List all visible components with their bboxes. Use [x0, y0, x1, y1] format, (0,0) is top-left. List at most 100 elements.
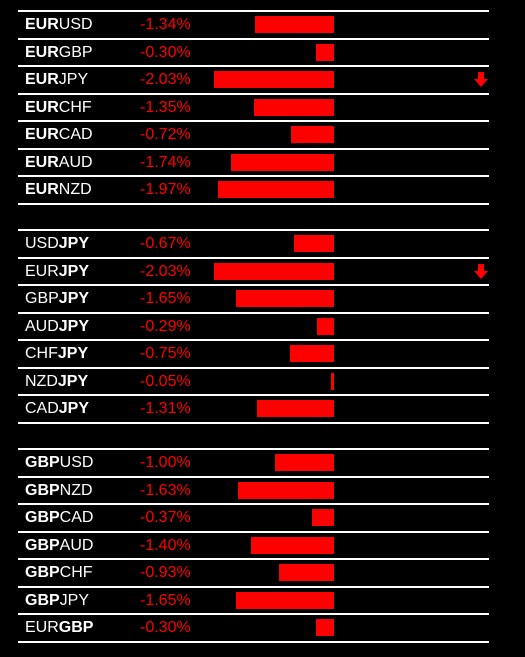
- change-bar: [291, 126, 334, 143]
- percent-change: -1.65%: [140, 290, 191, 307]
- table-row[interactable]: EURNZD -1.97%: [18, 177, 489, 205]
- change-bar: [312, 509, 334, 526]
- table-row[interactable]: GBPAUD -1.40%: [18, 533, 489, 560]
- table-row[interactable]: CADJPY -1.31%: [18, 396, 489, 424]
- percent-change: -1.97%: [140, 181, 191, 198]
- table-row[interactable]: EURAUD -1.74%: [18, 150, 489, 177]
- pair-base-currency: GBP: [25, 591, 60, 609]
- pair-other-currency: CHF: [25, 345, 58, 362]
- pair-base-currency: GBP: [25, 481, 60, 499]
- group-eur: EURUSD -1.34% EURGBP -0.30% EURJPY -2.03% EURC…: [18, 10, 489, 205]
- pair-base-currency: GBP: [25, 454, 60, 471]
- pair-base-currency: EUR: [25, 71, 59, 88]
- percent-change: -2.03%: [140, 262, 191, 280]
- table-row[interactable]: USDJPY -0.67%: [18, 231, 489, 259]
- down-arrow-icon: [474, 263, 488, 280]
- table-row[interactable]: GBPCAD -0.37%: [18, 505, 489, 533]
- change-bar: [279, 564, 334, 581]
- pair-other-currency: USD: [58, 16, 93, 33]
- pair-label: NZDJPY: [25, 373, 88, 391]
- pair-base-currency: EUR: [25, 43, 59, 61]
- table-row[interactable]: EURJPY -2.03%: [18, 259, 489, 286]
- percent-change: -1.34%: [140, 16, 191, 33]
- percent-change: -0.93%: [140, 564, 191, 581]
- pair-base-currency: EUR: [25, 16, 59, 33]
- pair-label: AUDJPY: [25, 318, 89, 336]
- pair-base-currency: JPY: [58, 235, 90, 252]
- pair-base-currency: JPY: [57, 345, 89, 362]
- table-row[interactable]: GBPCHF -0.93%: [18, 560, 489, 588]
- pair-label: EURJPY: [25, 71, 88, 89]
- table-row[interactable]: EURCHF -1.35%: [18, 95, 489, 122]
- pair-other-currency: EUR: [25, 619, 59, 636]
- pair-other-currency: GBP: [25, 290, 59, 307]
- table-row[interactable]: EURCAD -0.72%: [18, 122, 489, 150]
- percent-change: -0.29%: [140, 317, 191, 335]
- divider: [18, 10, 489, 12]
- pair-label: GBPNZD: [25, 482, 93, 500]
- pair-label: EURGBP: [25, 619, 93, 637]
- change-bar: [331, 372, 334, 390]
- divider: [18, 229, 489, 231]
- table-row[interactable]: NZDJPY -0.05%: [18, 369, 489, 396]
- change-bar: [214, 71, 334, 88]
- table-row[interactable]: EURJPY -2.03%: [18, 67, 489, 95]
- percent-change: -1.35%: [140, 98, 191, 116]
- table-row[interactable]: GBPNZD -1.63%: [18, 478, 489, 505]
- pair-label: GBPUSD: [25, 454, 93, 472]
- percent-change: -0.67%: [140, 235, 191, 252]
- pair-other-currency: USD: [25, 235, 59, 252]
- pair-other-currency: AUD: [58, 153, 93, 171]
- pair-base-currency: GBP: [25, 509, 60, 526]
- percent-change: -1.63%: [140, 481, 191, 499]
- pair-other-currency: USD: [59, 454, 94, 471]
- table-row[interactable]: GBPJPY -1.65%: [18, 286, 489, 314]
- change-bar: [238, 481, 334, 499]
- percent-change: -0.05%: [140, 372, 191, 390]
- change-bar: [251, 536, 334, 554]
- percent-change: -0.30%: [140, 43, 191, 61]
- table-row[interactable]: EURGBP -0.30%: [18, 40, 489, 67]
- table-row[interactable]: CHFJPY -0.75%: [18, 341, 489, 369]
- change-bar: [236, 290, 334, 307]
- pair-other-currency: AUD: [59, 536, 94, 554]
- pair-other-currency: NZD: [59, 481, 93, 499]
- down-arrow-icon: [474, 72, 488, 88]
- change-bar: [290, 345, 334, 362]
- pair-label: EURJPY: [25, 263, 89, 281]
- pair-other-currency: AUD: [25, 317, 59, 335]
- pair-base-currency: EUR: [25, 181, 59, 198]
- change-bar: [236, 591, 334, 609]
- pair-label: CADJPY: [25, 400, 89, 418]
- change-bar: [294, 235, 334, 252]
- table-row[interactable]: GBPUSD -1.00%: [18, 450, 489, 478]
- pair-other-currency: CAD: [58, 126, 93, 143]
- pair-other-currency: EUR: [25, 262, 59, 280]
- change-bar: [231, 153, 334, 171]
- change-bar: [214, 262, 334, 280]
- pair-label: EURCHF: [25, 99, 92, 117]
- pair-other-currency: NZD: [25, 372, 58, 390]
- table-row[interactable]: EURGBP -0.30%: [18, 615, 489, 643]
- pair-label: CHFJPY: [25, 345, 88, 363]
- pair-other-currency: CAD: [59, 509, 94, 526]
- percent-change: -0.72%: [140, 126, 191, 143]
- pair-other-currency: CHF: [58, 98, 92, 116]
- change-bar: [255, 16, 334, 33]
- pair-label: USDJPY: [25, 235, 89, 253]
- table-row[interactable]: EURUSD -1.34%: [18, 12, 489, 40]
- pair-other-currency: NZD: [58, 181, 92, 198]
- pair-label: GBPCHF: [25, 564, 93, 582]
- change-bar: [218, 181, 334, 198]
- table-row[interactable]: AUDJPY -0.29%: [18, 314, 489, 341]
- pair-base-currency: JPY: [58, 262, 90, 280]
- pair-base-currency: JPY: [58, 290, 90, 307]
- pair-base-currency: GBP: [25, 564, 60, 581]
- pair-other-currency: JPY: [59, 591, 90, 609]
- pair-label: EURAUD: [25, 154, 93, 172]
- pair-base-currency: JPY: [58, 400, 90, 417]
- percent-change: -1.40%: [140, 536, 191, 554]
- change-bar: [316, 43, 334, 61]
- table-row[interactable]: GBPJPY -1.65%: [18, 588, 489, 615]
